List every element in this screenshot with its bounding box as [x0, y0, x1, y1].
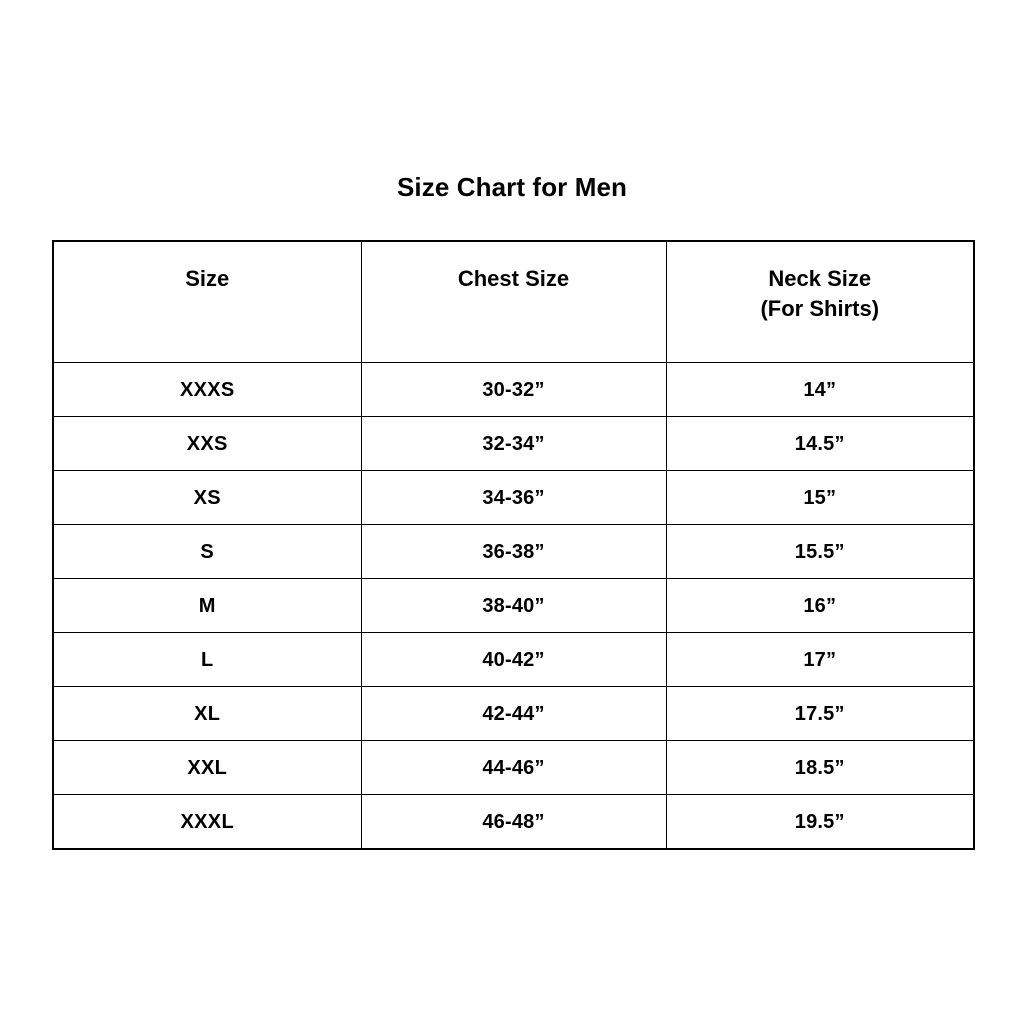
cell-size: L — [52, 632, 362, 687]
size-table-container: Size Chest Size Neck Size (For Shirts) X… — [52, 240, 975, 850]
column-header-neck-size: Neck Size (For Shirts) — [665, 240, 975, 363]
cell-size: XL — [52, 686, 362, 741]
cell-neck: 17.5” — [665, 686, 975, 741]
cell-neck: 15.5” — [665, 524, 975, 579]
cell-size: M — [52, 578, 362, 633]
cell-size: XS — [52, 470, 362, 525]
table-row: XXS 32-34” 14.5” — [52, 416, 975, 471]
cell-size: XXXL — [52, 794, 362, 850]
page-title: Size Chart for Men — [396, 172, 628, 202]
table-row: XS 34-36” 15” — [52, 470, 975, 525]
cell-chest: 32-34” — [360, 416, 667, 471]
cell-chest: 34-36” — [360, 470, 667, 525]
column-header-chest-size: Chest Size — [360, 240, 667, 363]
table-row: L 40-42” 17” — [52, 632, 975, 687]
header-row: Size Chest Size Neck Size (For Shirts) — [52, 240, 975, 363]
cell-chest: 42-44” — [360, 686, 667, 741]
cell-neck: 17” — [665, 632, 975, 687]
table-row: M 38-40” 16” — [52, 578, 975, 633]
cell-neck: 18.5” — [665, 740, 975, 795]
table-row: XXXL 46-48” 19.5” — [52, 794, 975, 850]
table-row: XXXS 30-32” 14” — [52, 362, 975, 417]
cell-neck: 14” — [665, 362, 975, 417]
cell-size: XXS — [52, 416, 362, 471]
cell-neck: 15” — [665, 470, 975, 525]
column-header-size: Size — [52, 240, 362, 363]
cell-chest: 30-32” — [360, 362, 667, 417]
size-chart-table: Size Chest Size Neck Size (For Shirts) X… — [52, 240, 975, 850]
table-row: S 36-38” 15.5” — [52, 524, 975, 579]
cell-chest: 36-38” — [360, 524, 667, 579]
table-row: XL 42-44” 17.5” — [52, 686, 975, 741]
cell-chest: 46-48” — [360, 794, 667, 850]
column-header-neck-size-line2: (For Shirts) — [760, 296, 880, 321]
cell-neck: 19.5” — [665, 794, 975, 850]
cell-size: XXXS — [52, 362, 362, 417]
cell-chest: 44-46” — [360, 740, 667, 795]
cell-neck: 14.5” — [665, 416, 975, 471]
cell-size: XXL — [52, 740, 362, 795]
column-header-chest-size-line1: Chest Size — [457, 266, 570, 291]
cell-chest: 40-42” — [360, 632, 667, 687]
cell-size: S — [52, 524, 362, 579]
column-header-neck-size-line1: Neck Size — [768, 266, 872, 291]
cell-chest: 38-40” — [360, 578, 667, 633]
table-row: XXL 44-46” 18.5” — [52, 740, 975, 795]
column-header-size-line1: Size — [185, 266, 230, 291]
table-header: Size Chest Size Neck Size (For Shirts) — [52, 240, 975, 363]
table-body: XXXS 30-32” 14” XXS 32-34” 14.5” XS 34-3… — [52, 362, 975, 850]
cell-neck: 16” — [665, 578, 975, 633]
